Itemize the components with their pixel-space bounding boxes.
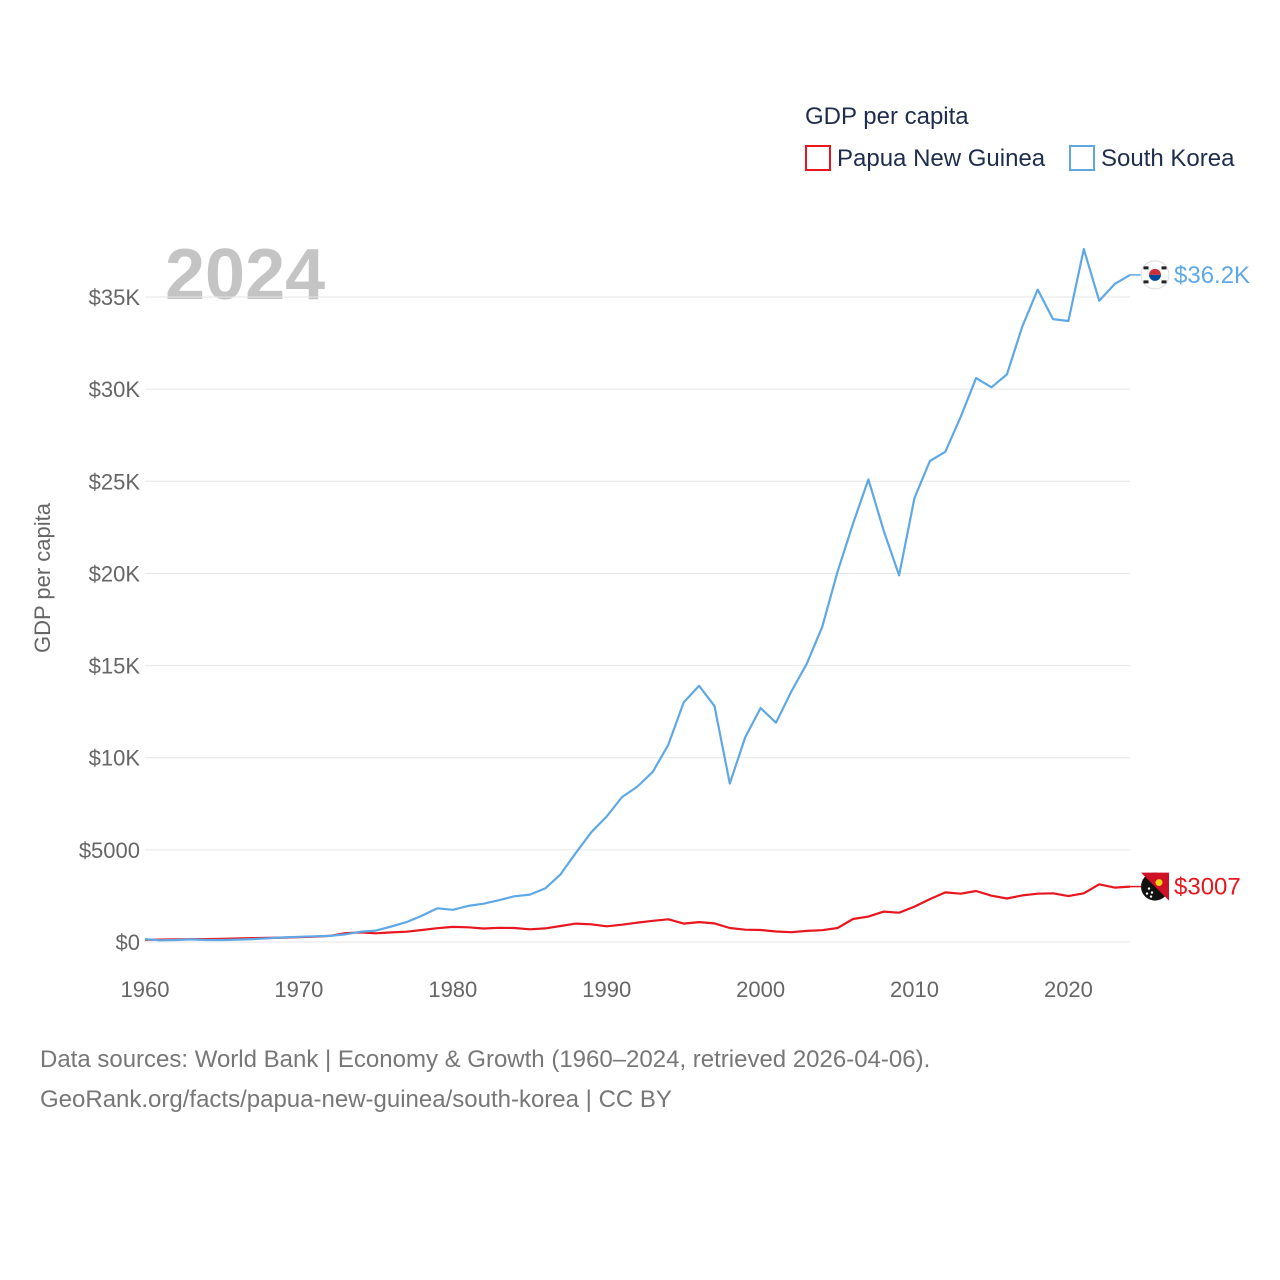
series-line-south-korea — [144, 248, 1131, 942]
y-tick-label: $20K — [89, 561, 141, 586]
y-tick-label: $15K — [89, 654, 141, 679]
end-value-label-papua-new-guinea: $3007 — [1174, 874, 1241, 901]
series-line-papua-new-guinea — [144, 883, 1131, 941]
flag-trigram — [1161, 266, 1167, 270]
flag-star — [1145, 892, 1149, 895]
y-axis-title: GDP per capita — [30, 502, 55, 653]
y-tick-label: $30K — [89, 377, 141, 402]
flag-star — [1149, 895, 1153, 898]
legend-swatch-south-korea — [1069, 145, 1095, 171]
flag-bird — [1155, 879, 1163, 887]
legend-item-south-korea[interactable]: South Korea — [1069, 145, 1235, 172]
flag-trigram — [1143, 266, 1149, 270]
x-tick-label: 1990 — [582, 977, 631, 1002]
flag-trigram — [1143, 280, 1149, 284]
y-tick-label: $10K — [89, 746, 141, 771]
y-tick-label: $0 — [116, 930, 140, 955]
footer-source: Data sources: World Bank | Economy & Gro… — [40, 1046, 931, 1073]
x-tick-label: 2010 — [890, 977, 939, 1002]
legend-swatch-papua-new-guinea — [805, 145, 831, 171]
flag-star — [1150, 891, 1154, 894]
y-axis-ticks: $0 $5000 $10K $15K $20K $25K $30K $35K — [79, 285, 141, 955]
south-korea-flag-icon — [1140, 260, 1170, 290]
x-tick-label: 1980 — [428, 977, 477, 1002]
legend-label-papua-new-guinea: Papua New Guinea — [837, 145, 1046, 172]
flag-star — [1147, 887, 1151, 890]
series-layer — [144, 248, 1131, 942]
x-tick-label: 2020 — [1044, 977, 1093, 1002]
x-tick-label: 2000 — [736, 977, 785, 1002]
end-value-label-south-korea: $36.2K — [1174, 262, 1250, 289]
y-tick-label: $35K — [89, 285, 141, 310]
y-tick-label: $25K — [89, 469, 141, 494]
papua-new-guinea-flag-icon — [1141, 872, 1169, 901]
end-labels: $3007 $36.2K — [1130, 260, 1250, 901]
data-source-footer: Data sources: World Bank | Economy & Gro… — [40, 1040, 930, 1120]
year-label: 2024 — [165, 235, 325, 315]
x-tick-label: 1960 — [121, 977, 170, 1002]
y-tick-label: $5000 — [79, 838, 140, 863]
flag-trigram — [1161, 280, 1167, 284]
legend-item-papua-new-guinea[interactable]: Papua New Guinea — [805, 145, 1046, 172]
flag-red-half — [1141, 872, 1169, 901]
flag-taeguk-red — [1149, 268, 1161, 275]
legend-label-south-korea: South Korea — [1101, 145, 1235, 172]
grid-layer — [145, 296, 1130, 943]
footer-link[interactable]: GeoRank.org/facts/papua-new-guinea/south… — [40, 1086, 672, 1113]
flag-taeguk-blue — [1149, 274, 1161, 281]
x-tick-label: 1970 — [274, 977, 323, 1002]
x-axis-ticks: 1960 1970 1980 1990 2000 2010 2020 — [121, 977, 1093, 1002]
legend-title: GDP per capita — [805, 103, 969, 130]
